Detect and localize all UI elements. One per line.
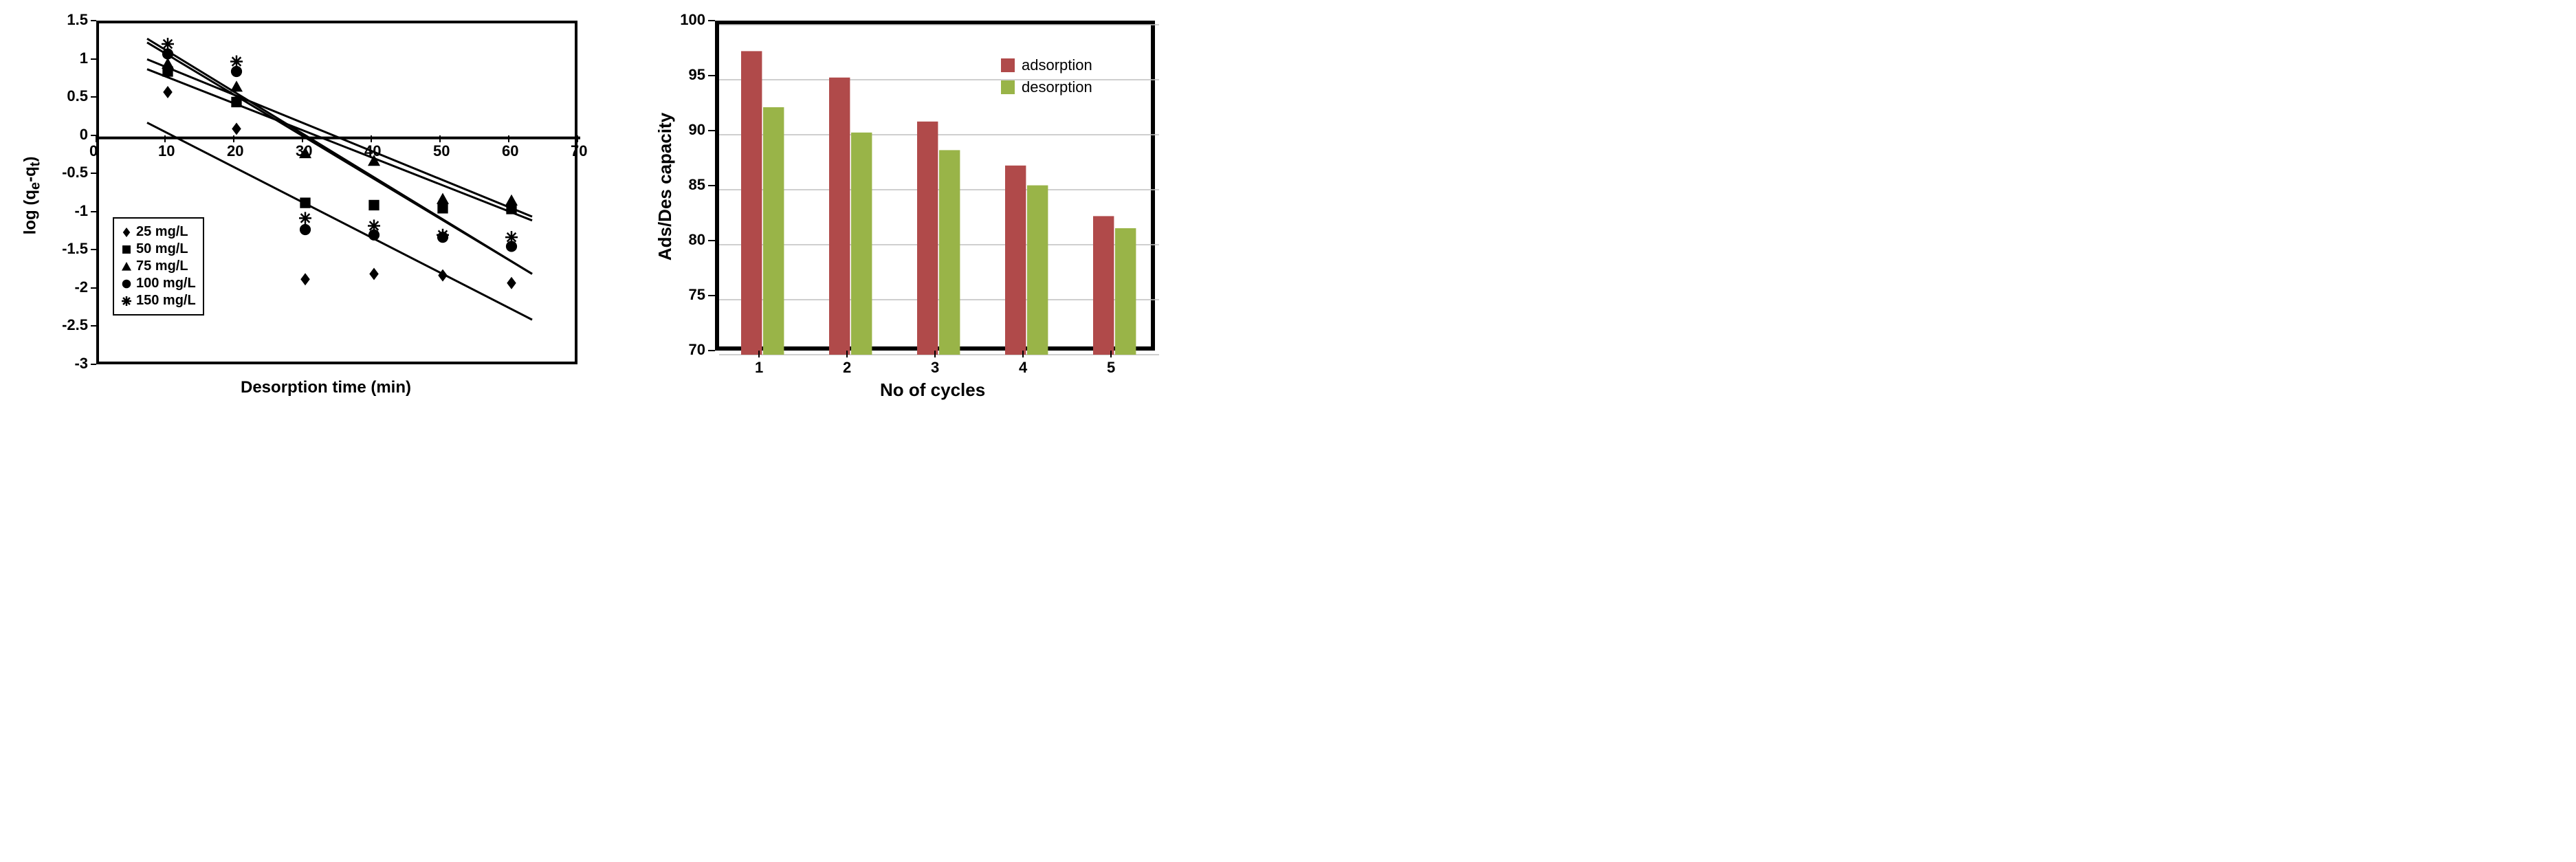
legend-item: 25 mg/L <box>121 224 196 240</box>
scatter-plot-area: 25 mg/L50 mg/L75 mg/L 100 mg/L 150 mg/L <box>96 21 577 364</box>
ytick-label: 95 <box>689 66 705 84</box>
xtick-label: 3 <box>931 359 939 377</box>
xtick-label: 60 <box>502 142 518 160</box>
ytick-label: -1.5 <box>62 240 88 258</box>
xtick-label: 50 <box>433 142 450 160</box>
triangle-icon <box>121 261 132 272</box>
ytick-label: 85 <box>689 176 705 194</box>
square-icon <box>121 244 132 255</box>
ytick-label: 100 <box>680 11 705 29</box>
legend-label: adsorption <box>1022 56 1092 74</box>
ytick-label: 1 <box>80 49 88 67</box>
bar-svg <box>719 25 1159 355</box>
bar-ylabel: Ads/Des capacity <box>654 113 676 261</box>
ytick-label: -3 <box>74 355 88 373</box>
ytick-label: -0.5 <box>62 164 88 181</box>
ytick-label: 70 <box>689 341 705 359</box>
xtick-label: 30 <box>296 142 312 160</box>
scatter-chart: 25 mg/L50 mg/L75 mg/L 100 mg/L 150 mg/L lo… <box>14 14 598 412</box>
legend-label: 75 mg/L <box>136 258 188 274</box>
circle-icon <box>121 278 132 289</box>
legend-item: desorption <box>1001 78 1092 96</box>
legend-item: adsorption <box>1001 56 1092 74</box>
scatter-svg <box>99 23 580 367</box>
xtick-label: 20 <box>227 142 243 160</box>
color-swatch <box>1001 80 1015 94</box>
bar-plot-area: adsorption desorption <box>715 21 1155 351</box>
legend-item: 100 mg/L <box>121 276 196 291</box>
ytick-label: 90 <box>689 121 705 139</box>
xtick-label: 40 <box>364 142 381 160</box>
ytick-label: -1 <box>74 202 88 220</box>
xtick-label: 4 <box>1019 359 1027 377</box>
asterisk-icon <box>121 296 132 307</box>
legend-item: 75 mg/L <box>121 258 196 274</box>
xtick-label: 5 <box>1107 359 1115 377</box>
legend-label: 50 mg/L <box>136 241 188 257</box>
bar-chart: adsorption desorption Ads/Des capacity No… <box>639 14 1176 412</box>
scatter-legend: 25 mg/L50 mg/L75 mg/L 100 mg/L 150 mg/L <box>113 217 204 316</box>
legend-label: desorption <box>1022 78 1092 96</box>
ytick-label: -2 <box>74 278 88 296</box>
color-swatch <box>1001 58 1015 72</box>
diamond-icon <box>121 227 132 238</box>
ytick-label: 0 <box>80 126 88 144</box>
xtick-label: 0 <box>89 142 98 160</box>
legend-item: 50 mg/L <box>121 241 196 257</box>
ytick-label: 80 <box>689 231 705 249</box>
legend-label: 150 mg/L <box>136 293 196 309</box>
legend-label: 100 mg/L <box>136 276 196 291</box>
legend-item: 150 mg/L <box>121 293 196 309</box>
xtick-label: 2 <box>843 359 851 377</box>
xtick-label: 1 <box>755 359 763 377</box>
legend-label: 25 mg/L <box>136 224 188 240</box>
scatter-ylabel: log (qe-qt) <box>21 157 43 235</box>
ytick-label: 75 <box>689 286 705 304</box>
ytick-label: 0.5 <box>67 87 88 105</box>
bar-xlabel: No of cycles <box>880 379 985 401</box>
ytick-label: 1.5 <box>67 11 88 29</box>
bar-legend: adsorption desorption <box>1001 52 1092 100</box>
ytick-label: -2.5 <box>62 316 88 334</box>
xtick-label: 10 <box>158 142 175 160</box>
scatter-xlabel: Desorption time (min) <box>241 378 411 397</box>
xtick-label: 70 <box>571 142 587 160</box>
